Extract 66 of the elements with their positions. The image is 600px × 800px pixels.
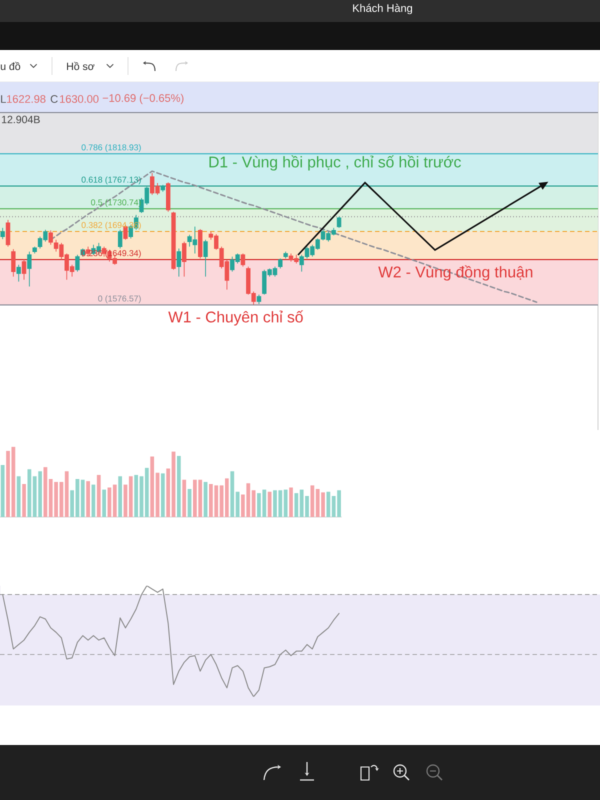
bar [96, 474, 101, 517]
candlestick [0, 228, 5, 240]
candlestick [32, 246, 37, 254]
candlestick [118, 229, 122, 249]
ref-line-label: 0.618 (1767.13) [82, 176, 141, 184]
annotation: C [50, 95, 58, 103]
bar [241, 494, 245, 517]
bar [118, 476, 122, 517]
bar [92, 484, 96, 517]
bar [188, 488, 192, 517]
candlestick [278, 258, 283, 269]
text: Hồ sơ [67, 62, 94, 70]
bar [310, 485, 314, 517]
text: Khách Hàng [353, 4, 412, 14]
candlestick [203, 239, 208, 277]
candlestick [182, 241, 186, 277]
ref-line-label: 0 (1576.57) [98, 295, 141, 304]
candlestick [336, 216, 342, 228]
candlestick [198, 228, 202, 259]
bar [268, 492, 272, 517]
bar [294, 493, 298, 517]
bar [150, 456, 154, 517]
bar [289, 487, 293, 517]
bar [112, 484, 117, 517]
annotation: W1 - Chuyên chỉ số [168, 310, 304, 326]
candlestick [75, 254, 80, 272]
candlestick [240, 253, 246, 267]
bar [0, 464, 5, 517]
bar [284, 490, 288, 517]
candlestick [160, 184, 166, 192]
candlestick [6, 219, 10, 248]
bar [102, 490, 106, 517]
bar [257, 493, 261, 517]
bar [16, 476, 21, 517]
annotation: L [1, 95, 6, 103]
bar [134, 474, 138, 517]
annotation: 12.904B [2, 116, 40, 124]
bar [22, 484, 26, 517]
candlestick [256, 294, 262, 304]
annotation: D1 - Vùng hồi phục , chỉ số hồi trước [209, 155, 461, 171]
bar [108, 487, 112, 517]
candlestick [11, 248, 16, 277]
bar [156, 472, 160, 517]
text: u đồ [0, 62, 20, 70]
bar [176, 456, 181, 517]
bar [160, 473, 165, 517]
bar [124, 484, 128, 517]
candlestick [22, 258, 26, 280]
annotation: 1630.00 [60, 95, 99, 103]
ref-line-label: 0.786 (1818.93) [82, 144, 141, 152]
bar [86, 481, 90, 517]
annotation: 1622.98 [7, 95, 46, 103]
bar [38, 471, 42, 517]
candlestick [16, 264, 21, 282]
candlestick [176, 248, 182, 277]
bar [204, 482, 208, 517]
candlestick [283, 251, 288, 259]
candlestick [171, 211, 176, 270]
annotation: −10.69 (−0.65%) [102, 94, 184, 104]
annotation: W2 - Vùng đồng thuận [378, 265, 532, 281]
bar [262, 490, 266, 517]
candlestick [27, 251, 32, 287]
bar [128, 476, 133, 517]
candlestick [166, 182, 170, 212]
bar [182, 480, 186, 517]
candlestick [48, 230, 53, 246]
